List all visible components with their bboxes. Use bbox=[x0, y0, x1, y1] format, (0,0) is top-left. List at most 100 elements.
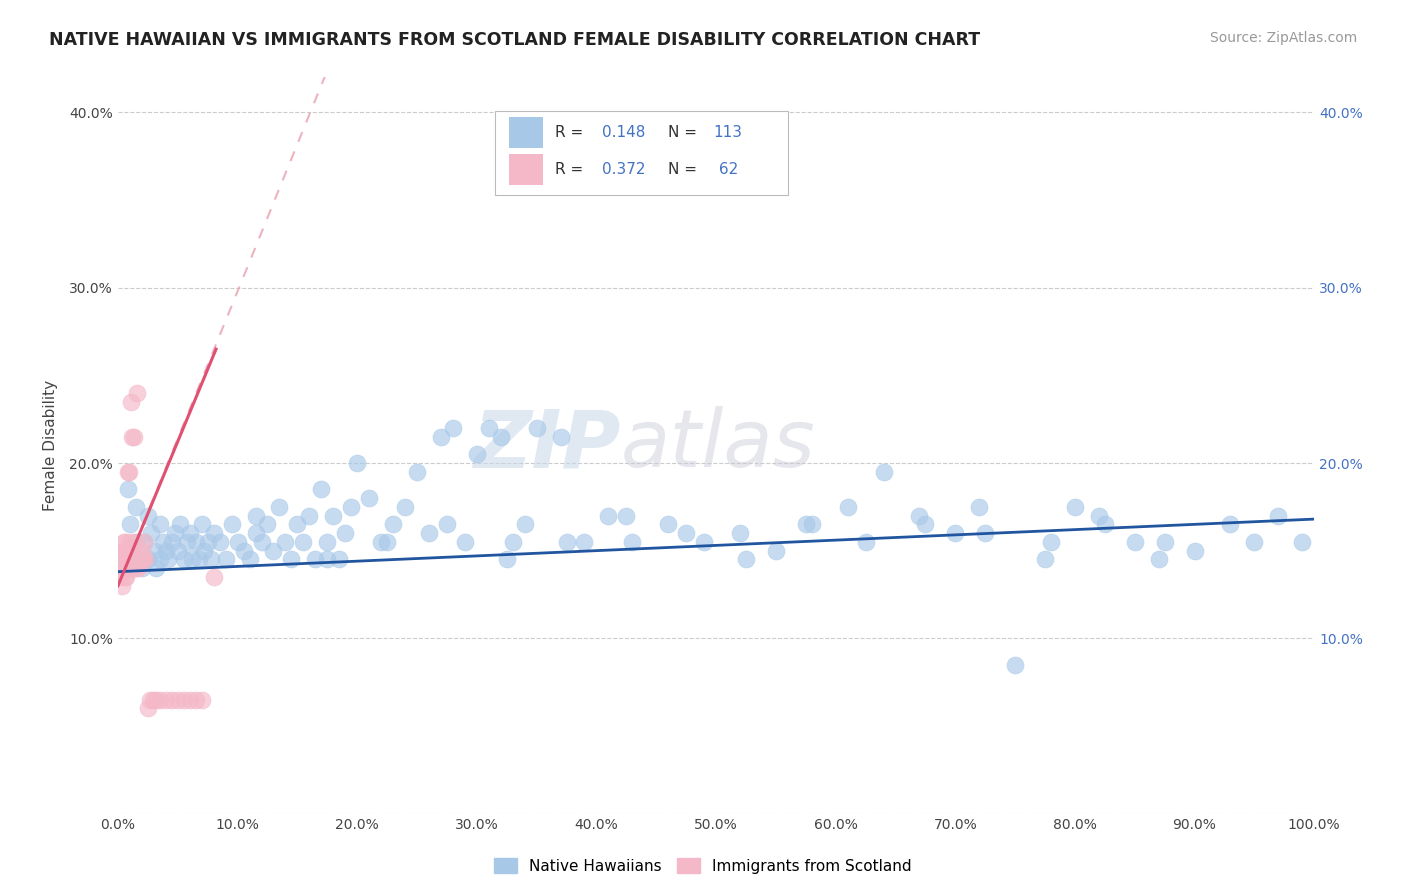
Point bbox=[1033, 552, 1056, 566]
Point bbox=[184, 692, 207, 706]
Point bbox=[232, 543, 254, 558]
Text: N =: N = bbox=[668, 125, 702, 140]
Point bbox=[375, 534, 398, 549]
Point bbox=[114, 552, 136, 566]
Point bbox=[120, 552, 142, 566]
Point bbox=[155, 692, 177, 706]
Point bbox=[118, 465, 141, 479]
Point bbox=[117, 561, 139, 575]
Point bbox=[1094, 517, 1116, 532]
Point bbox=[117, 465, 139, 479]
Point bbox=[142, 543, 165, 558]
Point bbox=[304, 552, 326, 566]
Point bbox=[238, 552, 260, 566]
Point bbox=[139, 692, 162, 706]
Point bbox=[145, 692, 167, 706]
Point bbox=[176, 534, 198, 549]
Point bbox=[121, 561, 143, 575]
Text: 0.148: 0.148 bbox=[602, 125, 645, 140]
Point bbox=[657, 517, 679, 532]
Point bbox=[406, 465, 429, 479]
Point bbox=[124, 534, 146, 549]
Point bbox=[359, 491, 381, 505]
Point bbox=[122, 430, 145, 444]
Point bbox=[117, 483, 139, 497]
Point bbox=[112, 552, 135, 566]
Point bbox=[298, 508, 321, 523]
Point bbox=[292, 534, 315, 549]
Point bbox=[274, 534, 297, 549]
Text: 0.372: 0.372 bbox=[602, 162, 645, 177]
Point bbox=[454, 534, 477, 549]
Point bbox=[134, 534, 156, 549]
Point bbox=[157, 552, 180, 566]
Point bbox=[155, 543, 177, 558]
Point bbox=[136, 701, 159, 715]
Point bbox=[526, 421, 548, 435]
FancyBboxPatch shape bbox=[509, 117, 543, 148]
Point bbox=[173, 692, 195, 706]
Point bbox=[110, 552, 132, 566]
Point bbox=[1004, 657, 1026, 672]
Point bbox=[197, 534, 219, 549]
Point bbox=[117, 561, 139, 575]
Point bbox=[149, 517, 172, 532]
Point bbox=[114, 570, 136, 584]
Point bbox=[124, 561, 146, 575]
Point bbox=[226, 534, 249, 549]
Point bbox=[340, 500, 363, 514]
Point bbox=[967, 500, 990, 514]
Point bbox=[908, 508, 931, 523]
Point bbox=[1040, 534, 1063, 549]
Point bbox=[245, 526, 267, 541]
Point bbox=[115, 561, 138, 575]
Point bbox=[111, 543, 134, 558]
Point bbox=[280, 552, 302, 566]
Point bbox=[621, 534, 644, 549]
Point bbox=[800, 517, 823, 532]
Point bbox=[111, 561, 134, 575]
Point bbox=[136, 508, 159, 523]
Point bbox=[221, 517, 243, 532]
Point bbox=[112, 561, 135, 575]
Point bbox=[179, 692, 201, 706]
Point bbox=[1064, 500, 1087, 514]
Point bbox=[112, 543, 135, 558]
Point bbox=[872, 465, 894, 479]
Point bbox=[122, 552, 145, 566]
Point bbox=[166, 692, 188, 706]
Point bbox=[128, 552, 150, 566]
Point bbox=[118, 543, 141, 558]
Point bbox=[110, 570, 132, 584]
Point bbox=[495, 552, 517, 566]
Point bbox=[118, 517, 141, 532]
Point bbox=[193, 543, 215, 558]
Point bbox=[111, 552, 134, 566]
Text: Source: ZipAtlas.com: Source: ZipAtlas.com bbox=[1209, 31, 1357, 45]
Point bbox=[1243, 534, 1265, 549]
Point bbox=[112, 534, 135, 549]
Point bbox=[136, 552, 159, 566]
Point bbox=[1184, 543, 1206, 558]
Y-axis label: Female Disability: Female Disability bbox=[44, 380, 58, 511]
Point bbox=[550, 430, 572, 444]
Point bbox=[943, 526, 966, 541]
Point bbox=[127, 385, 149, 400]
Point bbox=[837, 500, 859, 514]
Point bbox=[250, 534, 273, 549]
Point bbox=[118, 543, 141, 558]
Point bbox=[256, 517, 278, 532]
Point bbox=[152, 534, 174, 549]
Point bbox=[574, 534, 596, 549]
Point bbox=[1219, 517, 1241, 532]
Text: R =: R = bbox=[554, 125, 588, 140]
Point bbox=[555, 534, 578, 549]
Point bbox=[114, 561, 136, 575]
Text: N =: N = bbox=[668, 162, 702, 177]
Point bbox=[128, 552, 150, 566]
Point bbox=[394, 500, 416, 514]
Point bbox=[794, 517, 817, 532]
Point bbox=[316, 552, 339, 566]
Text: atlas: atlas bbox=[620, 407, 815, 484]
Point bbox=[598, 508, 620, 523]
